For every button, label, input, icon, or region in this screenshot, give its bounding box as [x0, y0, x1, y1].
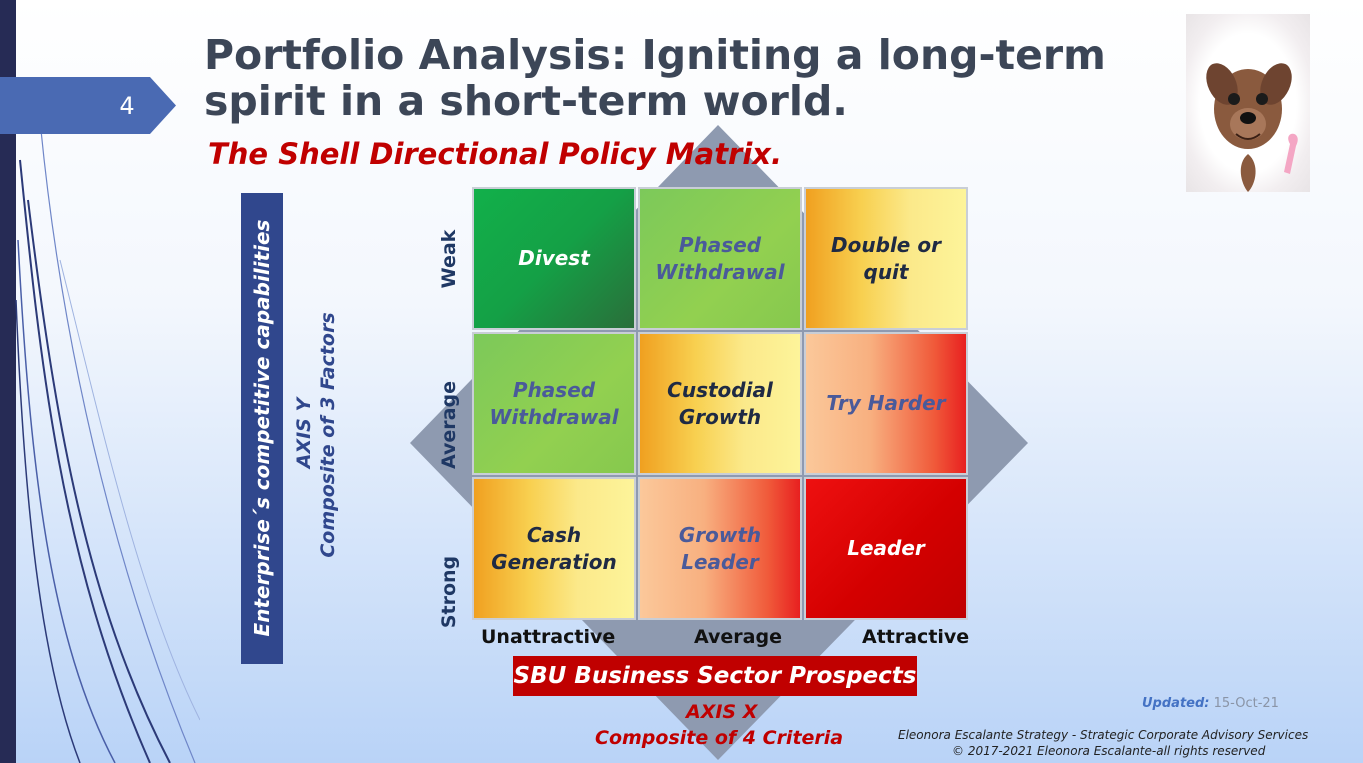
- matrix-cell-text: Divest: [518, 245, 590, 272]
- matrix-cell-growth-leader: Growth Leader: [638, 477, 802, 620]
- matrix-cell-line-2: Generation: [491, 549, 617, 574]
- left-accent-bar: [0, 0, 16, 763]
- x-tick-average: Average: [694, 626, 782, 648]
- footer-line-2: © 2017-2021 Eleonora Escalante-all right…: [952, 744, 1266, 758]
- subtitle: The Shell Directional Policy Matrix.: [208, 137, 783, 171]
- y-tick-strong: Strong: [438, 555, 460, 629]
- y-axis-composite: Composite of 3 Factors: [317, 312, 339, 558]
- matrix-cell-phased-withdrawal: Phased Withdrawal: [472, 332, 636, 475]
- dog-illustration: [1206, 63, 1298, 192]
- decorative-swirl-lines: [15, 119, 200, 763]
- title-line-2: spirit in a short-term world.: [204, 77, 848, 125]
- matrix-cell-line-1: Double or: [831, 232, 941, 257]
- x-tick-unattractive: Unattractive: [481, 626, 616, 648]
- x-axis-composite: Composite of 4 Criteria: [595, 727, 844, 749]
- updated-label: Updated:: [1142, 696, 1210, 711]
- matrix-cell-divest: Divest: [472, 187, 636, 330]
- matrix-cell-try-harder: Try Harder: [804, 332, 968, 475]
- matrix-cell-line-2: Leader: [681, 549, 759, 574]
- x-axis-label-box: SBU Business Sector Prospects: [513, 656, 917, 696]
- matrix-cell-text: Try Harder: [826, 390, 945, 417]
- matrix-cell-line-2: Growth: [678, 404, 762, 429]
- matrix-cell-line-1: Cash: [526, 522, 582, 547]
- matrix-cell-text: Phased Withdrawal: [489, 377, 618, 431]
- matrix-cell-line-2: Withdrawal: [489, 404, 619, 429]
- matrix-cell-line-1: Phased: [678, 232, 762, 257]
- x-axis-label: SBU Business Sector Prospects: [513, 663, 917, 689]
- title-line-1: Portfolio Analysis: Igniting a long-term: [204, 31, 1106, 79]
- matrix-cell-line-1: Divest: [518, 246, 590, 270]
- matrix-cell-text: Leader: [847, 535, 925, 562]
- matrix-cell-line-1: Try Harder: [826, 391, 946, 415]
- matrix-cell-line-2: Withdrawal: [655, 259, 785, 284]
- matrix-cell-text: Growth Leader: [679, 522, 761, 576]
- x-axis-name: AXIS X: [686, 701, 758, 723]
- matrix-cell-double-or-quit: Double or quit: [804, 187, 968, 330]
- slide-number-tab: [0, 77, 176, 134]
- footer-line-1: Eleonora Escalante Strategy - Strategic …: [898, 728, 1309, 742]
- updated-stamp: Updated: 15-Oct-21: [1142, 696, 1279, 711]
- y-tick-weak: Weak: [438, 229, 460, 289]
- updated-date: 15-Oct-21: [1213, 696, 1279, 711]
- matrix-cell-custodial-growth: Custodial Growth: [638, 332, 802, 475]
- x-tick-attractive: Attractive: [862, 626, 970, 648]
- matrix-cell-phased-withdrawal: Phased Withdrawal: [638, 187, 802, 330]
- matrix-cell-line-1: Phased: [512, 377, 596, 402]
- y-axis-label-box: [241, 193, 283, 664]
- matrix-cell-text: Custodial Growth: [667, 377, 773, 431]
- matrix-cell-cash-generation: Cash Generation: [472, 477, 636, 620]
- page-title: Portfolio Analysis: Igniting a long-term…: [204, 32, 1144, 124]
- y-axis-label: Enterprise´s competitive capabilities: [250, 219, 274, 637]
- matrix-cell-text: Phased Withdrawal: [655, 232, 784, 286]
- pink-ribbon-icon: [1284, 133, 1298, 174]
- matrix-cell-line-1: Leader: [847, 536, 925, 560]
- matrix-cell-text: Cash Generation: [491, 522, 617, 576]
- matrix-cell-leader: Leader: [804, 477, 968, 620]
- dog-portrait-image: [1186, 14, 1310, 192]
- matrix-cell-line-1: Growth: [678, 522, 762, 547]
- y-tick-average: Average: [438, 381, 460, 469]
- matrix-cell-line-1: Custodial: [667, 377, 773, 402]
- y-axis-name: AXIS Y: [293, 397, 315, 469]
- slide-number: 4: [119, 92, 135, 120]
- matrix-cell-line-2: quit: [863, 259, 909, 284]
- matrix-cell-text: Double or quit: [831, 232, 941, 286]
